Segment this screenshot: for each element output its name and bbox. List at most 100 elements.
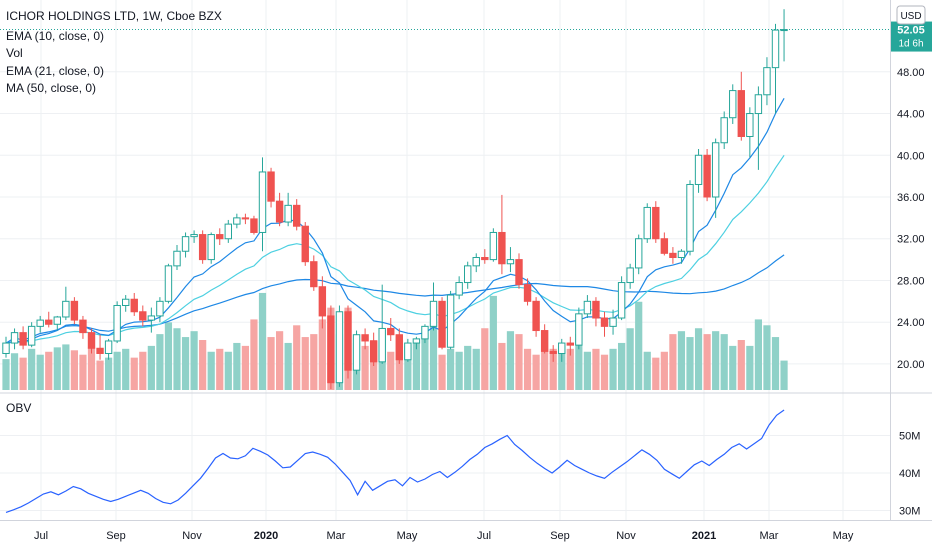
- candle-body: [575, 313, 583, 346]
- candle-down: [532, 297, 540, 337]
- volume-bar: [233, 342, 241, 390]
- volume-bar: [156, 334, 164, 390]
- candle-body: [429, 300, 438, 327]
- chart-title[interactable]: ICHOR HOLDINGS LTD, 1W, Cboe BZX: [6, 9, 222, 23]
- candle-body: [438, 300, 446, 348]
- candle-body: [558, 342, 566, 354]
- candle-body: [387, 327, 395, 336]
- volume-bar: [28, 348, 36, 390]
- candle-body: [130, 298, 138, 313]
- candle-down: [250, 215, 258, 235]
- volume-bar: [609, 348, 617, 390]
- candle-body: [549, 350, 557, 354]
- candle-up: [335, 305, 344, 387]
- candle-down: [737, 71, 745, 141]
- legend-ema10[interactable]: EMA (10, close, 0): [6, 29, 104, 43]
- candle-up: [763, 57, 771, 106]
- candle-up: [421, 324, 429, 344]
- obv-line: [5, 409, 785, 513]
- candle-body: [660, 238, 669, 254]
- time-tick-label: Jul: [477, 530, 491, 542]
- candle-down: [395, 328, 404, 364]
- candle-body: [481, 257, 489, 261]
- volume-bar: [412, 342, 420, 390]
- volume-bar: [113, 351, 121, 390]
- candle-body: [540, 330, 549, 352]
- candle-down: [139, 305, 147, 327]
- volume-bar: [669, 334, 677, 390]
- volume-bar: [566, 348, 574, 390]
- volume-bar: [199, 340, 207, 390]
- candle-down: [198, 230, 207, 264]
- time-tick-label: May: [397, 530, 418, 542]
- volume-bar: [284, 342, 292, 390]
- volume-bar: [429, 319, 438, 390]
- volume-bar: [79, 354, 87, 390]
- volume-bar: [224, 351, 232, 390]
- candle-body: [609, 317, 617, 327]
- legend-ema21[interactable]: EMA (21, close, 0): [6, 64, 104, 78]
- candle-down: [70, 297, 79, 325]
- candle-body: [70, 300, 79, 321]
- candle-body: [267, 171, 275, 202]
- candle-body: [506, 259, 515, 265]
- candle-body: [754, 94, 763, 115]
- obv-label[interactable]: OBV: [6, 401, 31, 415]
- candle-up: [404, 338, 412, 362]
- candle-body: [301, 225, 309, 263]
- candle-body: [318, 286, 327, 317]
- legend-ma50[interactable]: MA (50, close, 0): [6, 81, 96, 95]
- volume-bar: [523, 348, 532, 390]
- candle-up: [104, 338, 113, 360]
- time-tick-label: 2020: [254, 530, 278, 542]
- candle-body: [173, 250, 181, 267]
- volume-bar: [558, 345, 566, 390]
- volume-bar: [498, 342, 506, 390]
- candle-body: [583, 300, 592, 315]
- volume-bar: [481, 328, 489, 390]
- obv-pane: [5, 409, 785, 513]
- candle-down: [549, 345, 557, 362]
- candle-down: [515, 253, 523, 289]
- candle-down: [275, 192, 284, 227]
- candle-body: [10, 332, 19, 344]
- candle-body: [737, 90, 745, 137]
- volume-bar: [592, 348, 600, 390]
- obv-tick-label: 30M: [899, 506, 920, 518]
- volume-bar: [361, 345, 369, 390]
- candle-body: [711, 142, 720, 198]
- currency-label: USD: [900, 11, 921, 22]
- volume-bar: [575, 334, 583, 390]
- candle-down: [327, 305, 335, 389]
- candle-body: [27, 325, 36, 346]
- volume-bar: [87, 347, 96, 390]
- candle-up: [429, 282, 438, 331]
- volume-bar: [737, 340, 745, 390]
- candle-body: [686, 183, 694, 252]
- candle-body: [404, 342, 412, 361]
- currency-button[interactable]: USD: [896, 5, 926, 25]
- candle-down: [87, 328, 96, 354]
- candle-body: [293, 204, 301, 227]
- candle-body: [2, 342, 10, 354]
- volume-bar: [763, 325, 771, 390]
- candle-up: [53, 315, 61, 331]
- candle-body: [635, 238, 643, 269]
- candle-body: [694, 154, 703, 185]
- candle-body: [626, 267, 634, 284]
- candle-up: [258, 157, 267, 252]
- candle-body: [652, 206, 660, 240]
- candle-up: [626, 263, 634, 289]
- price-axis[interactable]: 20.00 24.00 28.00 32.00 36.00 40.00 44.00 48.00: [897, 67, 925, 371]
- candle-body: [592, 300, 600, 319]
- time-axis[interactable]: Jul Sep Nov 2020 Mar May Jul Sep Nov 2021 Mar May: [34, 530, 854, 542]
- legend-vol[interactable]: Vol: [6, 46, 23, 60]
- volume-bar: [720, 334, 728, 390]
- candle-body: [703, 154, 711, 198]
- candle-body: [523, 284, 532, 302]
- candle-body: [139, 311, 147, 321]
- volume-bar: [421, 334, 429, 390]
- candle-down: [523, 278, 532, 306]
- obv-axis[interactable]: 50M 40M 30M: [899, 431, 920, 518]
